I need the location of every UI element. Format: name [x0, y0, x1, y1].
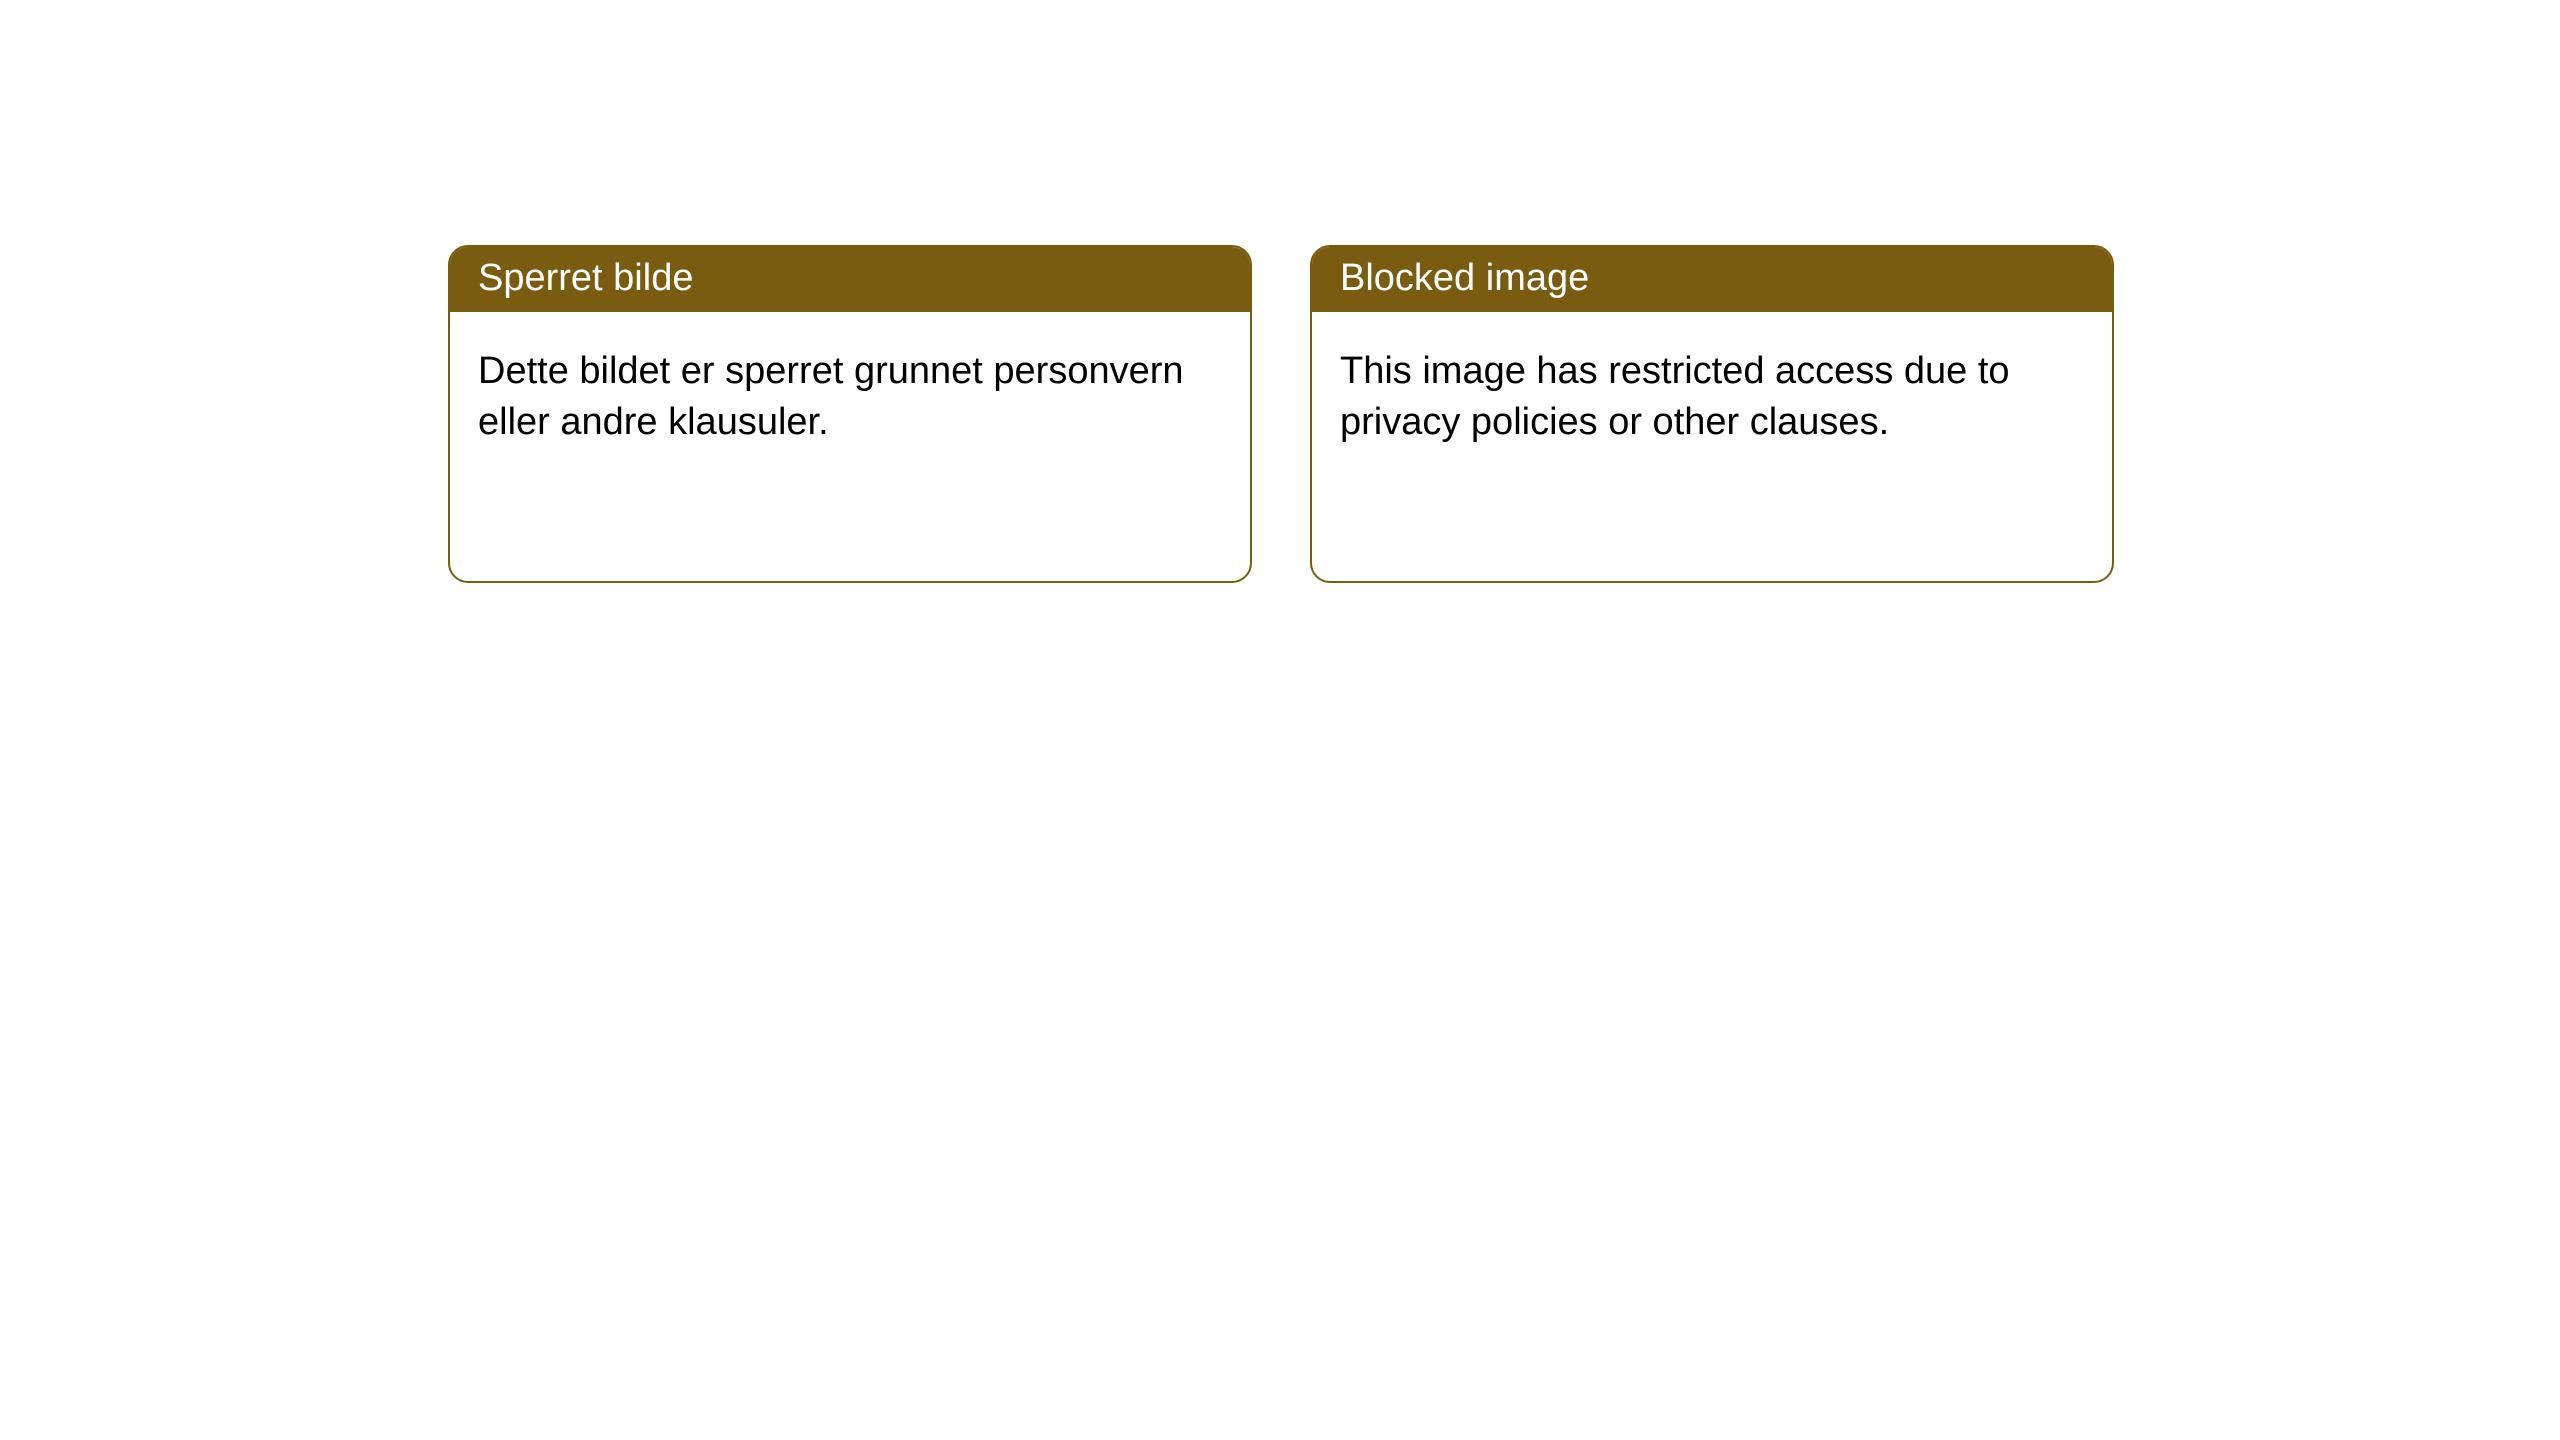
notice-cards-container: Sperret bilde Dette bildet er sperret gr…	[0, 0, 2560, 583]
notice-card-english: Blocked image This image has restricted …	[1310, 245, 2114, 583]
notice-card-body: This image has restricted access due to …	[1312, 312, 2112, 477]
notice-card-body: Dette bildet er sperret grunnet personve…	[450, 312, 1250, 477]
notice-card-norwegian: Sperret bilde Dette bildet er sperret gr…	[448, 245, 1252, 583]
notice-card-title: Blocked image	[1312, 247, 2112, 312]
notice-card-title: Sperret bilde	[450, 247, 1250, 312]
